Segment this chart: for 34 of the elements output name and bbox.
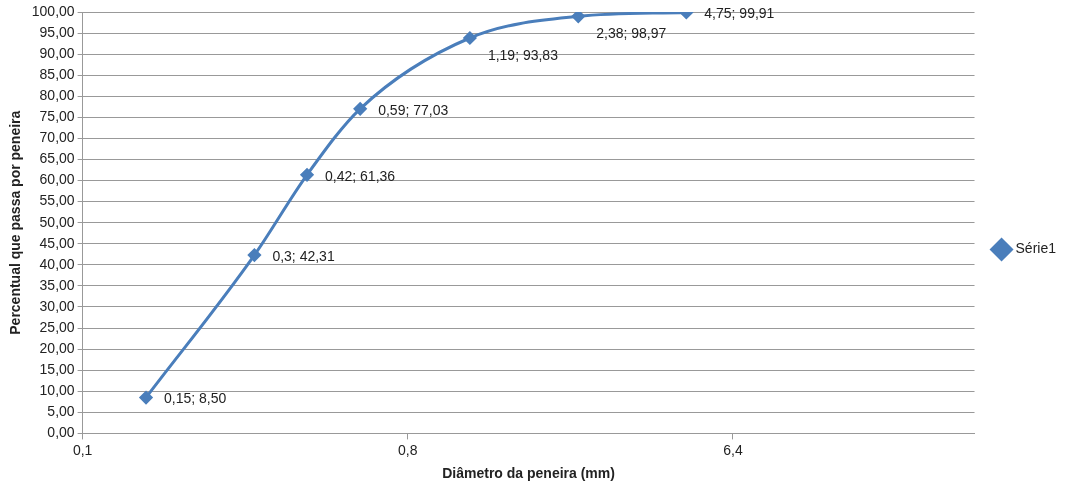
- y-tick-label: 100,00: [31, 2, 75, 19]
- y-tick-label: 95,00: [39, 23, 75, 40]
- y-tick-label: 10,00: [39, 382, 75, 399]
- y-tick-label: 5,00: [47, 403, 75, 420]
- y-tick-label: 55,00: [39, 192, 75, 209]
- y-tick-label: 65,00: [39, 150, 75, 167]
- data-label: 0,3; 42,31: [272, 247, 335, 264]
- data-label: 0,59; 77,03: [378, 101, 449, 118]
- y-axis-title: Percentual que passa por peneira: [7, 110, 24, 335]
- y-tick-label: 80,00: [39, 87, 75, 104]
- y-tick-label: 20,00: [39, 339, 75, 356]
- y-tick-label: 45,00: [39, 234, 75, 251]
- data-label: 1,19; 93,83: [487, 46, 559, 63]
- y-tick-label: 30,00: [39, 297, 75, 314]
- x-tick-label: 0,1: [72, 441, 93, 458]
- data-label: 0,15; 8,50: [164, 390, 227, 407]
- y-tick-label: 75,00: [39, 108, 75, 125]
- y-tick-label: 40,00: [39, 255, 75, 272]
- x-tick-label: 6,4: [723, 441, 743, 458]
- data-label: 0,42; 61,36: [325, 167, 396, 184]
- legend-label: Série1: [1015, 240, 1057, 257]
- data-label: 4,75; 99,91: [704, 5, 775, 22]
- y-tick-label: 35,00: [39, 276, 75, 293]
- y-tick-label: 15,00: [39, 361, 75, 378]
- y-tick-label: 70,00: [39, 129, 75, 146]
- y-tick-label: 90,00: [39, 45, 75, 61]
- y-tick-label: 85,00: [39, 66, 75, 83]
- y-tick-label: 50,00: [39, 213, 75, 230]
- data-label: 2,38; 98,97: [596, 25, 667, 42]
- y-tick-label: 0,00: [47, 424, 75, 441]
- y-tick-label: 60,00: [39, 171, 75, 188]
- x-tick-label: 0,8: [398, 441, 418, 458]
- x-axis-title: Diâmetro da peneira (mm): [442, 465, 615, 482]
- y-tick-label: 25,00: [39, 318, 75, 335]
